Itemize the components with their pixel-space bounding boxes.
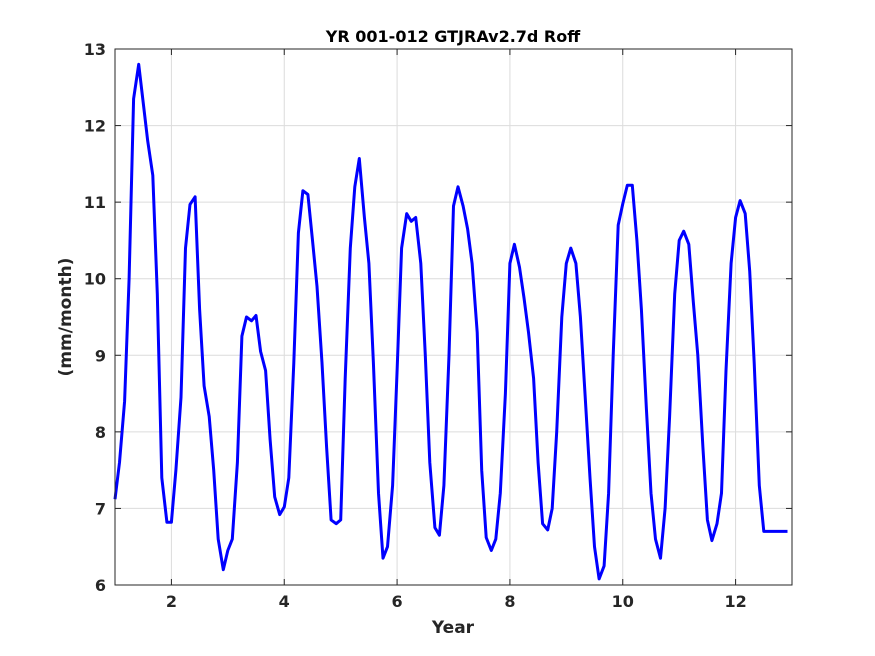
chart-title: YR 001-012 GTJRAv2.7d Roff — [325, 27, 581, 46]
y-axis-label: (mm/month) — [56, 258, 76, 377]
y-tick-label: 7 — [95, 499, 106, 518]
x-tick-label: 6 — [392, 592, 403, 611]
x-tick-label: 12 — [724, 592, 746, 611]
y-tick-label: 11 — [84, 193, 106, 212]
y-tick-label: 10 — [84, 270, 106, 289]
y-tick-label: 13 — [84, 40, 106, 59]
axis-ticks: 2 4 6 8 10 12 6 7 8 9 10 11 12 13 — [84, 40, 792, 611]
y-tick-label: 9 — [95, 346, 106, 365]
y-tick-label: 12 — [84, 117, 106, 136]
x-tick-label: 8 — [504, 592, 515, 611]
y-tick-label: 8 — [95, 423, 106, 442]
x-axis-label: Year — [431, 618, 475, 638]
plot-area — [115, 49, 792, 585]
series-line — [113, 62, 788, 581]
y-tick-label: 6 — [95, 576, 106, 595]
x-tick-label: 2 — [166, 592, 177, 611]
x-tick-label: 4 — [279, 592, 290, 611]
plot-frame — [114, 48, 793, 586]
x-tick-label: 10 — [612, 592, 634, 611]
